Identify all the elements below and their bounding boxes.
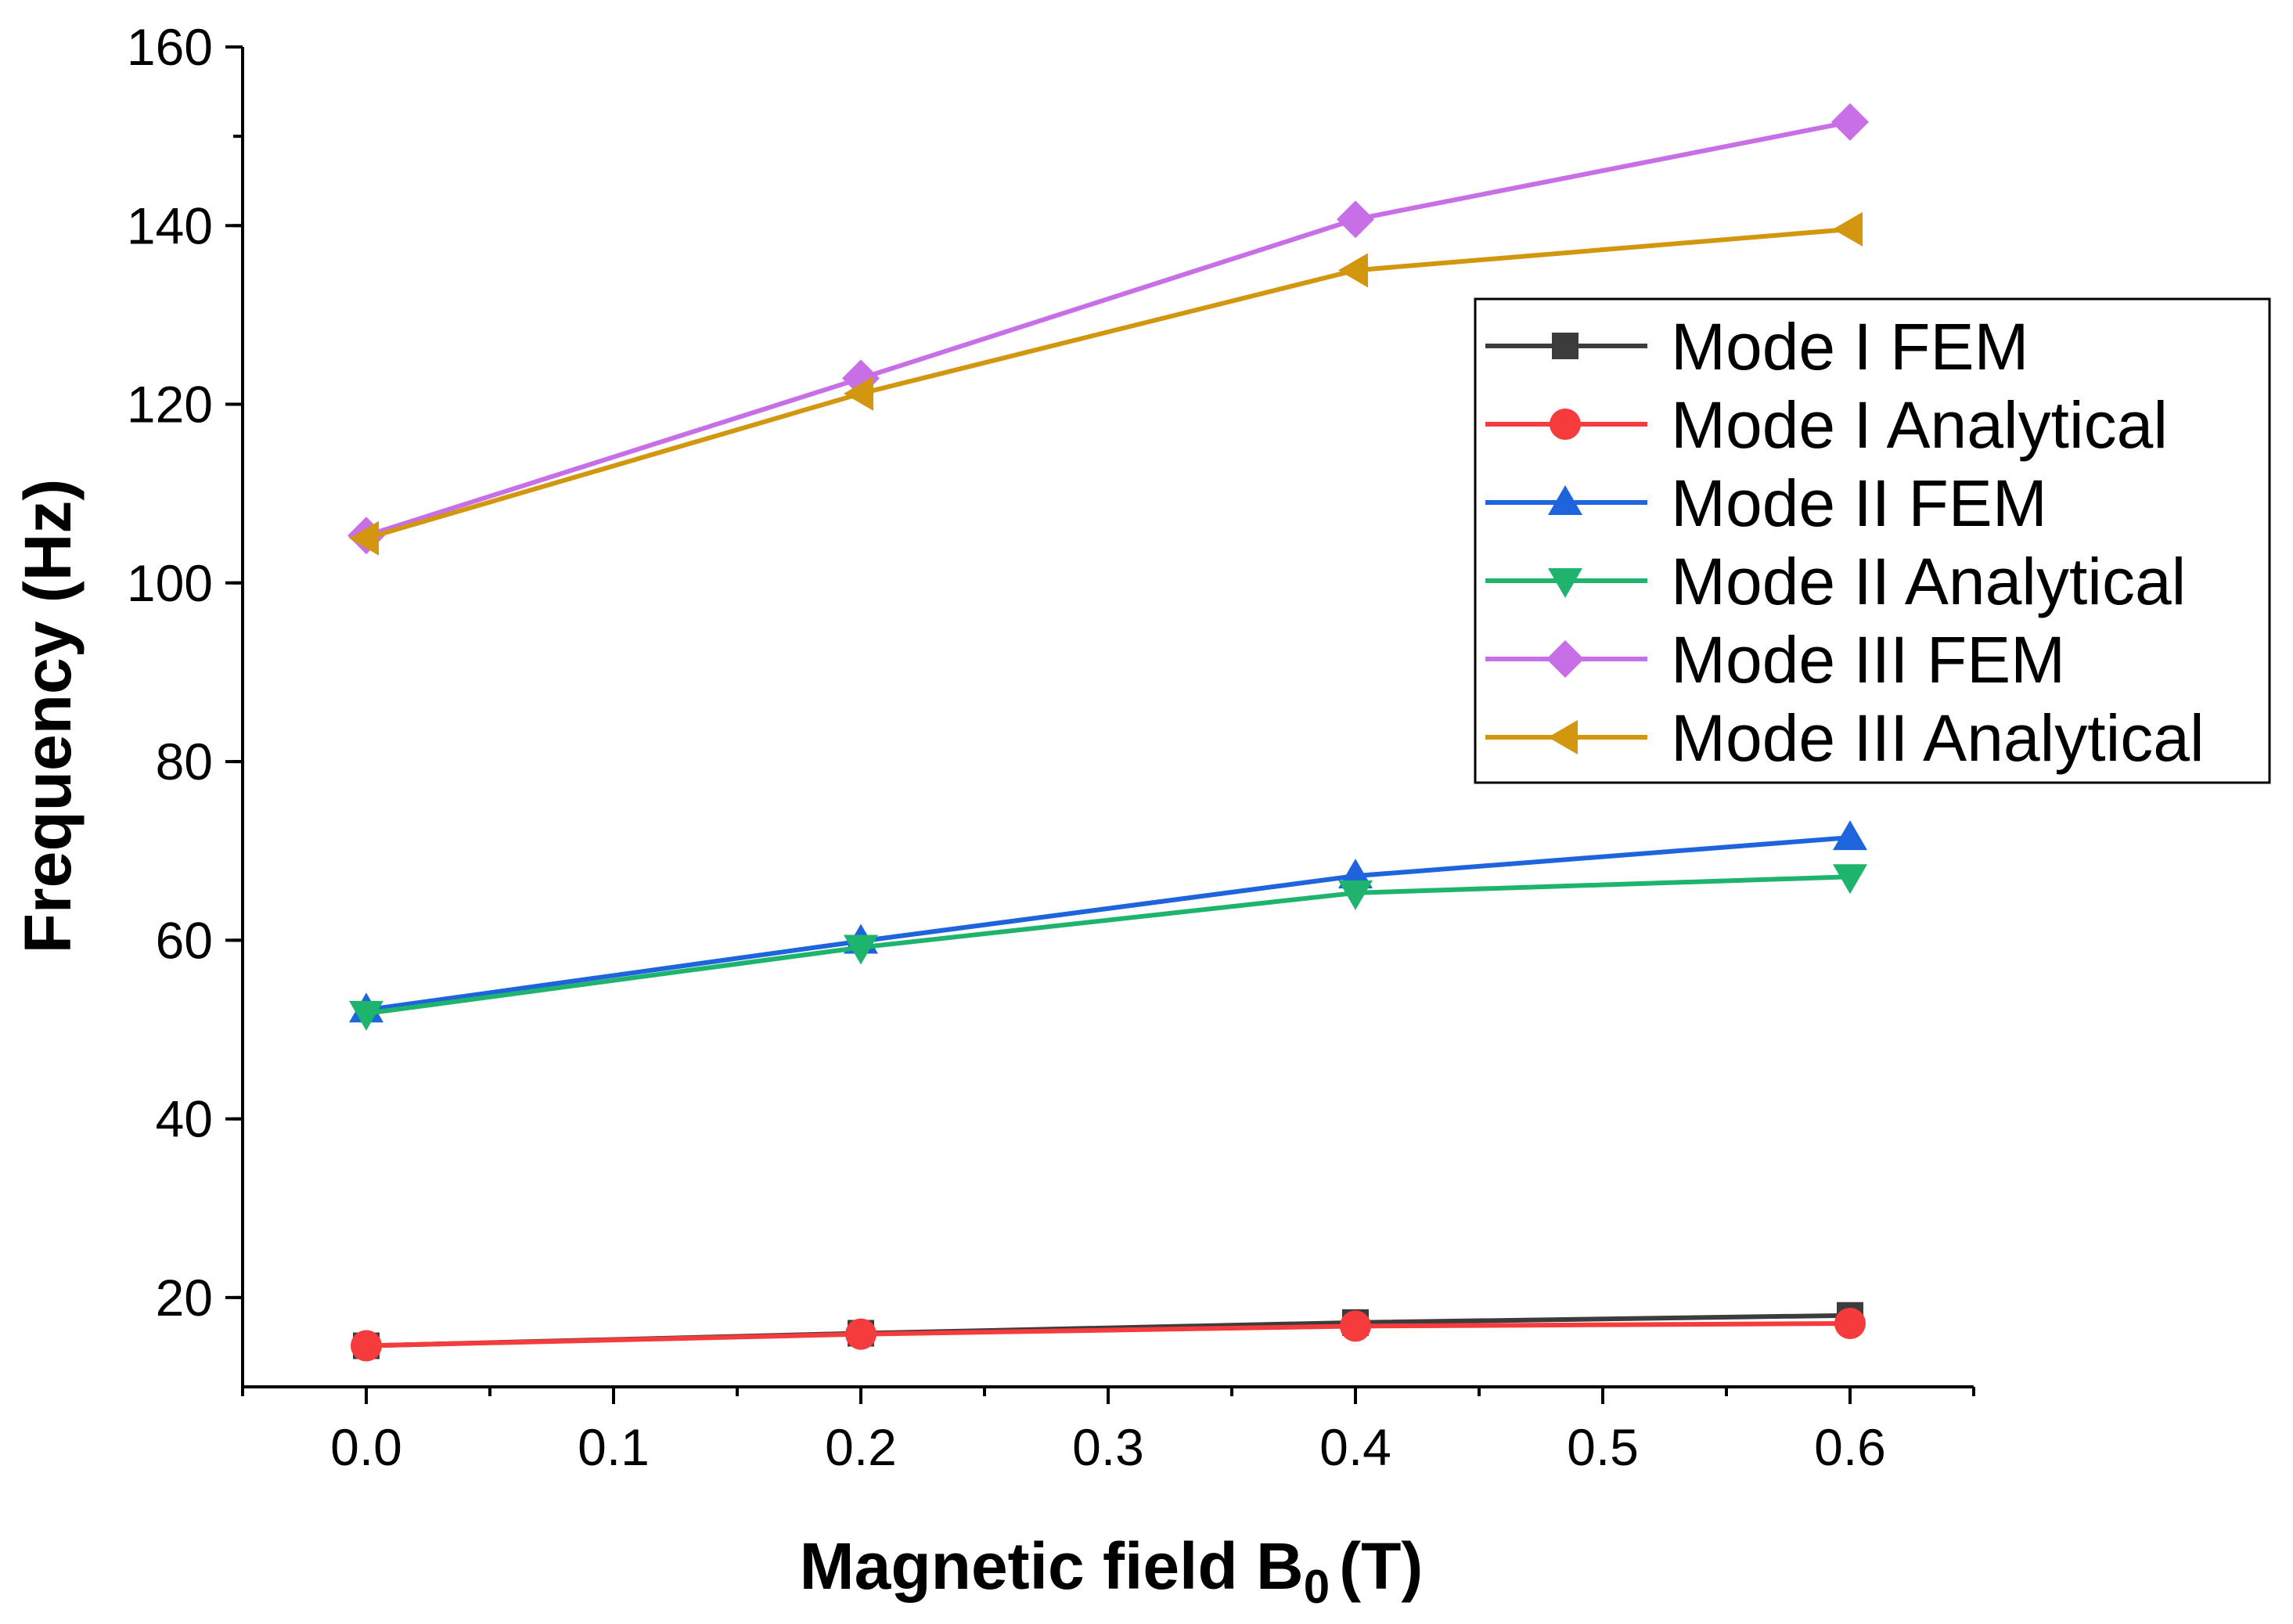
legend-marker: [1552, 333, 1578, 359]
data-point: [844, 376, 873, 411]
data-point: [351, 1330, 382, 1362]
legend-box: [1474, 297, 2271, 784]
x-tick-label: 0.0: [330, 1418, 402, 1476]
data-point: [349, 1000, 383, 1031]
data-point: [844, 934, 878, 965]
x-axis-title-main: Magnetic field B: [800, 1529, 1304, 1603]
x-axis-title-unit: (T): [1339, 1529, 1423, 1603]
data-point: [1833, 864, 1867, 895]
series-5: [347, 103, 1869, 555]
data-point: [1831, 103, 1869, 141]
axes: 20 40 60 80 100 120 140 160 0.0 0.1 0.2 0.3 0.4 0.5 0.…: [127, 18, 1975, 1476]
legend-marker: [1550, 409, 1581, 440]
legend-label: Mode II FEM: [1671, 466, 2047, 540]
legend-item-4: Mode II Analytical: [1485, 545, 2186, 618]
x-tick-label: 0.5: [1567, 1418, 1639, 1476]
data-point: [1833, 820, 1867, 851]
y-tick-label: 20: [156, 1269, 213, 1327]
legend-item-2: Mode I Analytical: [1485, 388, 2168, 462]
y-axis-title: Frequency (Hz): [11, 479, 85, 954]
x-tick-label: 0.1: [578, 1418, 650, 1476]
legend-label: Mode II Analytical: [1671, 545, 2186, 618]
data-point: [1338, 253, 1368, 288]
data-point: [845, 1318, 877, 1350]
data-point: [1340, 1310, 1371, 1342]
legend-marker: [1548, 568, 1582, 598]
x-tick-label: 0.4: [1319, 1418, 1391, 1476]
x-axis-title-subscript: 0: [1304, 1561, 1330, 1613]
y-tick-label: 160: [127, 18, 213, 76]
series-line: [365, 226, 1851, 541]
y-tick-label: 100: [127, 554, 213, 612]
legend-label: Mode I FEM: [1671, 310, 2028, 383]
legend-label: Mode III FEM: [1671, 623, 2065, 697]
y-tick-label: 40: [156, 1090, 213, 1148]
data-point: [1337, 200, 1374, 239]
series-line: [365, 874, 1851, 1016]
data-point: [349, 520, 379, 556]
series-line: [365, 119, 1851, 538]
legend-label: Mode III Analytical: [1671, 701, 2205, 775]
x-tick-label: 0.6: [1814, 1418, 1886, 1476]
series-layer: [347, 103, 1869, 1362]
legend-item-1: Mode I FEM: [1485, 310, 2028, 383]
x-tick-label: 0.3: [1072, 1418, 1144, 1476]
y-tick-label: 120: [127, 376, 213, 434]
x-axis-title: Magnetic field B0 (T): [800, 1529, 1424, 1613]
y-tick-label: 140: [127, 196, 213, 254]
legend-item-5: Mode III FEM: [1485, 623, 2065, 697]
legend-label: Mode I Analytical: [1671, 388, 2168, 462]
data-point: [1338, 880, 1373, 910]
x-tick-label: 0.2: [825, 1418, 897, 1476]
series-2: [351, 1307, 1866, 1362]
y-tick-label: 80: [156, 733, 213, 790]
series-4: [349, 864, 1867, 1031]
legend-item-3: Mode II FEM: [1485, 466, 2047, 540]
legend-marker: [1546, 640, 1584, 678]
series-6: [349, 211, 1863, 556]
legend-item-6: Mode III Analytical: [1485, 701, 2205, 775]
data-point: [1833, 211, 1863, 247]
data-point: [1834, 1307, 1866, 1339]
series-line: [365, 1320, 1851, 1349]
legend-marker: [1548, 485, 1582, 515]
y-tick-label: 60: [156, 911, 213, 969]
legend-marker: [1548, 720, 1578, 754]
series-line: [365, 835, 1851, 1013]
